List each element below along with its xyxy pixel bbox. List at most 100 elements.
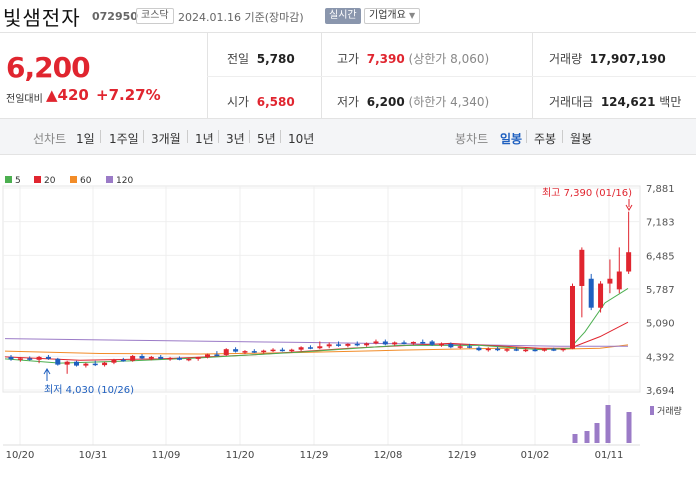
y-tick-label: 6,485	[646, 251, 675, 262]
candle-body	[242, 351, 248, 353]
candle-body	[83, 363, 89, 366]
volume-bar	[584, 431, 590, 443]
candle-body	[560, 348, 566, 351]
candle-body	[429, 341, 435, 345]
candle-body	[298, 347, 304, 350]
candle-body	[579, 249, 585, 286]
x-tick-label: 10/20	[6, 450, 35, 461]
price-summary: 6,200 전일대비 ▲420 +7.27% 전일 5,780 시가 6,580…	[0, 33, 696, 119]
high-annotation: 최고 7,390 (01/16)	[542, 187, 632, 199]
candle-body	[326, 344, 332, 347]
x-tick-label: 12/19	[448, 450, 477, 461]
candle-body	[438, 343, 444, 346]
candle-body	[176, 357, 182, 360]
candle-body	[588, 278, 594, 308]
legend-label-20: 20	[44, 176, 56, 186]
candle-body	[92, 363, 98, 366]
period-5y[interactable]: 5년	[257, 132, 276, 146]
candle-body	[467, 346, 473, 348]
high-price: 고가 7,390 (상한가 8,060)	[337, 52, 490, 66]
candle-body	[392, 342, 398, 345]
candle-body	[513, 349, 519, 351]
candle-body	[495, 348, 501, 351]
y-tick-label: 5,090	[646, 319, 675, 330]
candle-body	[158, 356, 164, 359]
candle-body	[616, 271, 622, 290]
prev-close: 전일 5,780	[227, 52, 295, 66]
candle-body	[45, 356, 51, 359]
candle-body	[167, 357, 173, 360]
trade-amount: 거래대금 124,621 백만	[549, 95, 682, 109]
legend-label-120: 120	[116, 176, 133, 186]
x-tick-label: 11/20	[226, 450, 255, 461]
candle-body	[420, 341, 426, 344]
volume-legend-swatch	[650, 406, 654, 415]
ma60-line	[4, 344, 629, 355]
market-badge: 코스닥	[136, 8, 174, 24]
period-3y[interactable]: 3년	[226, 132, 245, 146]
low-annotation: 최저 4,030 (10/26)	[44, 384, 134, 396]
candle-body	[551, 349, 557, 351]
candle-body	[120, 359, 126, 362]
candle-body	[532, 349, 538, 352]
candle-body	[448, 343, 454, 348]
x-tick-label: 11/29	[300, 450, 329, 461]
chevron-down-icon: ▼	[409, 11, 416, 20]
candle-body	[364, 343, 370, 346]
candle-daily[interactable]: 일봉	[500, 132, 523, 146]
company-info-dropdown[interactable]: 기업개요 ▼	[364, 8, 421, 24]
candle-body	[485, 348, 491, 351]
period-bar: 선차트 1일 1주일 3개월 1년 3년 5년 10년 봉차트 일봉 주봉 월봉	[0, 119, 696, 155]
candle-body	[74, 361, 80, 366]
open-price: 시가 6,580	[227, 95, 295, 109]
period-3m[interactable]: 3개월	[151, 132, 181, 146]
x-axis: 10/20 10/31 11/09 11/20 11/29 12/08 12/19 01/02…	[3, 444, 640, 461]
candle-body	[607, 278, 613, 284]
up-arrow-icon: ▲	[46, 86, 58, 104]
candle-chart-label: 봉차트	[455, 132, 489, 146]
base-date: 2024.01.16 기준(장마감)	[178, 11, 304, 24]
legend-swatch-120	[106, 176, 113, 183]
stock-name: 빛샘전자	[3, 6, 81, 30]
chart-legend: 5 20 60 120	[5, 176, 133, 186]
period-1w[interactable]: 1주일	[109, 132, 139, 146]
change-label: 전일대비	[6, 94, 43, 105]
stock-header: 빛샘전자 072950 코스닥 2024.01.16 기준(장마감) 실시간 기…	[0, 0, 696, 33]
candle-body	[626, 252, 632, 272]
candle-body	[223, 349, 229, 355]
period-1d[interactable]: 1일	[76, 132, 95, 146]
candle-body	[354, 343, 360, 346]
candle-body	[17, 358, 23, 360]
legend-swatch-5	[5, 176, 12, 183]
candle-body	[336, 344, 342, 346]
realtime-button[interactable]: 실시간	[325, 8, 361, 24]
x-tick-label: 01/11	[595, 450, 624, 461]
volume-label: 거래량	[657, 405, 682, 417]
change-value: ▲420	[46, 86, 89, 104]
y-tick-label: 3,694	[646, 386, 675, 397]
x-tick-label: 01/02	[521, 450, 550, 461]
candle-weekly[interactable]: 주봉	[534, 132, 557, 146]
candle-body	[233, 349, 239, 352]
candle-body	[148, 356, 154, 359]
candle-body	[270, 349, 276, 352]
candle-body	[345, 343, 351, 346]
candle-body	[523, 349, 529, 352]
candle-body	[476, 347, 482, 351]
candle-body	[457, 346, 463, 348]
candle-body	[205, 354, 211, 358]
candle-body	[569, 285, 575, 349]
current-price: 6,200	[6, 51, 91, 84]
legend-label-60: 60	[80, 176, 92, 186]
candle-monthly[interactable]: 월봉	[570, 132, 593, 146]
candle-body	[289, 349, 295, 352]
period-1y[interactable]: 1년	[195, 132, 214, 146]
period-10y[interactable]: 10년	[288, 132, 315, 146]
legend-swatch-60	[70, 176, 77, 183]
candle-body	[55, 358, 61, 365]
candle-body	[195, 357, 201, 359]
candlestick-chart: 5 20 60 120 7,881 7,183 6,485 5,787 5,090 4,392 3…	[2, 176, 682, 461]
candle-body	[27, 358, 33, 360]
legend-swatch-20	[34, 176, 41, 183]
candle-body	[111, 359, 117, 363]
